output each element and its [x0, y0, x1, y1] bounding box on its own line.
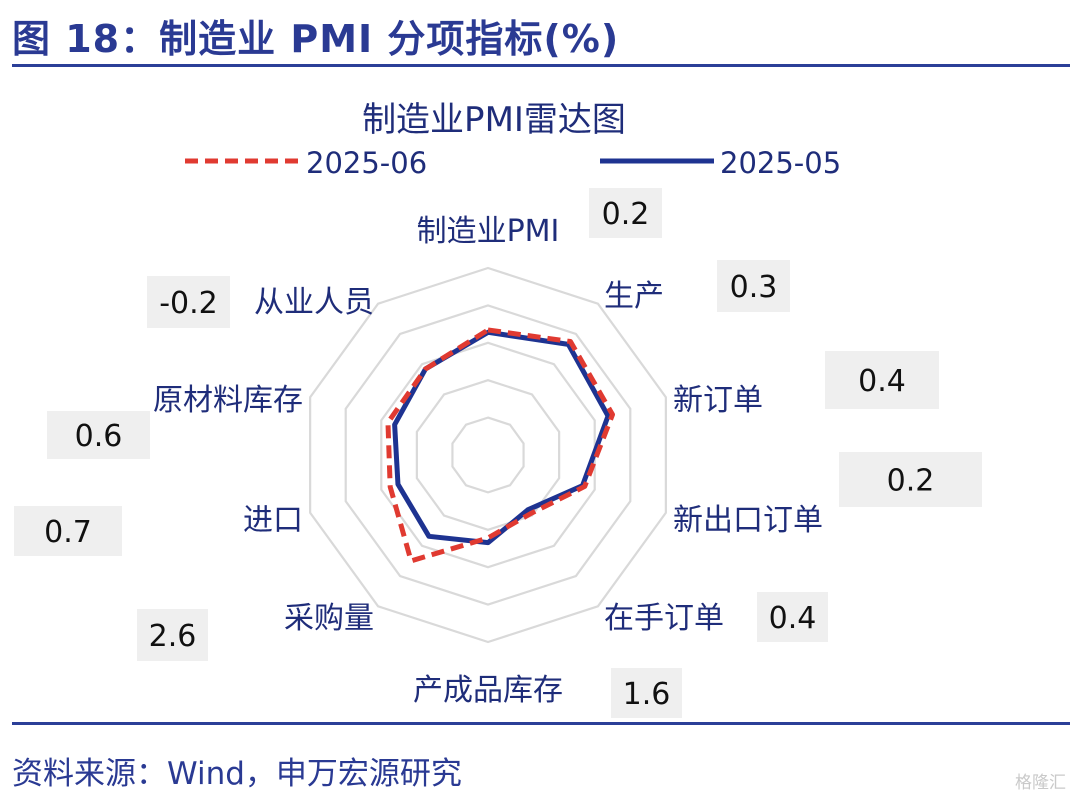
watermark: 格隆汇 — [1015, 773, 1066, 793]
chart-title: 制造业PMI雷达图 — [362, 100, 626, 140]
difference-value: 0.3 — [730, 270, 778, 305]
category-label: 新出口订单 — [673, 503, 823, 538]
difference-labels: 0.2 0.3 0.4 0.2 0.4 1.6 2.6 0.7 0.6 -0.2 — [14, 188, 982, 718]
figure-title: 图 18：制造业 PMI 分项指标(%) — [12, 17, 620, 61]
category-label: 新订单 — [673, 383, 763, 418]
chart-legend: 2025-06 2025-05 — [185, 146, 841, 180]
category-label: 在手订单 — [604, 601, 724, 636]
footer-rule — [12, 722, 1070, 725]
grid-ring-2 — [415, 379, 561, 531]
difference-value: 0.4 — [769, 601, 817, 636]
category-label: 制造业PMI — [417, 214, 560, 249]
difference-value: 2.6 — [149, 619, 197, 654]
difference-box — [589, 188, 662, 238]
category-label: 采购量 — [284, 601, 374, 636]
legend-label-2025-05: 2025-05 — [720, 146, 841, 180]
difference-box — [757, 592, 828, 642]
radar-grid — [309, 266, 667, 644]
difference-box — [14, 506, 122, 556]
source-note: 资料来源：Wind，申万宏源研究 — [12, 756, 462, 792]
difference-value: 0.2 — [887, 464, 935, 499]
series-line-2025-05 — [392, 329, 611, 546]
radar-series — [385, 327, 615, 564]
category-label: 从业人员 — [254, 285, 374, 320]
category-label: 生产 — [604, 279, 664, 314]
grid-ring-1 — [451, 416, 525, 494]
difference-value: 0.6 — [75, 419, 123, 454]
difference-value: 0.7 — [44, 515, 92, 550]
difference-box — [611, 668, 682, 718]
category-label: 进口 — [243, 503, 303, 538]
difference-value: 1.6 — [623, 677, 671, 712]
grid-ring-3 — [380, 341, 596, 569]
difference-value: 0.4 — [858, 364, 906, 399]
difference-box — [717, 260, 790, 312]
category-label: 产成品库存 — [413, 673, 563, 708]
difference-box — [825, 351, 939, 409]
category-label: 原材料库存 — [153, 383, 303, 418]
difference-box — [47, 411, 150, 459]
difference-value: 0.2 — [602, 197, 650, 232]
difference-box — [839, 452, 982, 507]
difference-value: -0.2 — [159, 286, 218, 321]
header-rule — [12, 64, 1070, 67]
difference-box — [147, 276, 230, 328]
difference-box — [137, 609, 208, 661]
legend-label-2025-06: 2025-06 — [306, 146, 427, 180]
grid-ring-5 — [309, 266, 667, 644]
grid-ring-4 — [344, 304, 632, 606]
